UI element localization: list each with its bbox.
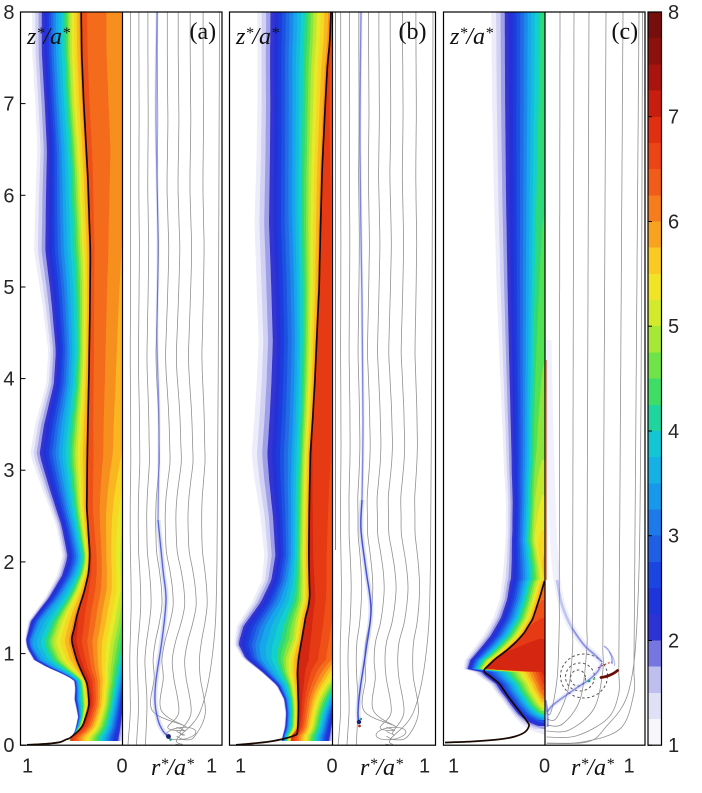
svg-text:6: 6: [3, 185, 14, 207]
svg-text:7: 7: [668, 107, 679, 129]
svg-text:0: 0: [539, 756, 550, 778]
svg-text:0: 0: [117, 756, 128, 778]
svg-text:2: 2: [668, 631, 679, 653]
svg-text:1: 1: [448, 756, 459, 778]
svg-text:7: 7: [3, 94, 14, 116]
svg-text:z*/a*: z*/a*: [449, 24, 493, 50]
svg-text:3: 3: [668, 526, 679, 548]
svg-text:4: 4: [3, 369, 14, 391]
svg-text:1: 1: [623, 756, 634, 778]
svg-text:1: 1: [668, 735, 679, 757]
svg-text:(b): (b): [399, 19, 427, 45]
svg-text:1: 1: [22, 756, 33, 778]
svg-text:6: 6: [668, 212, 679, 234]
svg-text:5: 5: [3, 277, 14, 299]
svg-text:0: 0: [327, 756, 338, 778]
svg-text:8: 8: [3, 2, 14, 24]
svg-text:(a): (a): [190, 19, 217, 45]
svg-text:1: 1: [419, 756, 430, 778]
svg-text:4: 4: [668, 421, 679, 443]
svg-text:1: 1: [3, 644, 14, 666]
svg-text:5: 5: [668, 316, 679, 338]
svg-text:8: 8: [668, 2, 679, 24]
svg-text:3: 3: [3, 460, 14, 482]
svg-text:z*/a*: z*/a*: [26, 24, 70, 50]
svg-text:2: 2: [3, 552, 14, 574]
svg-text:(c): (c): [612, 19, 639, 45]
svg-text:0: 0: [3, 735, 14, 757]
svg-text:1: 1: [235, 756, 246, 778]
svg-text:1: 1: [206, 756, 217, 778]
